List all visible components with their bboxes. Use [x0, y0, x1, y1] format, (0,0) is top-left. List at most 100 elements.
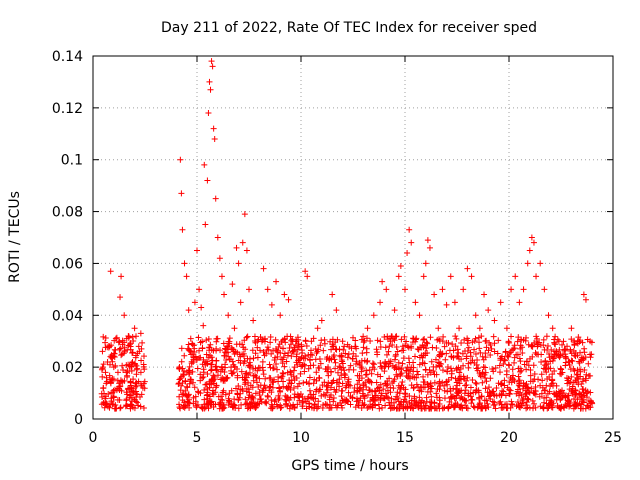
data-point [397, 263, 404, 270]
data-point [491, 340, 498, 347]
data-point [574, 338, 581, 345]
data-point [267, 364, 274, 371]
data-point [445, 339, 452, 346]
data-point [428, 405, 435, 412]
data-point [382, 344, 389, 351]
data-point [564, 380, 571, 387]
data-point [526, 389, 533, 396]
data-point [391, 404, 398, 411]
data-point [272, 336, 279, 343]
data-point [133, 366, 140, 373]
data-point [441, 395, 448, 402]
data-point [102, 369, 109, 376]
data-point [518, 402, 525, 409]
data-point [439, 379, 446, 386]
data-point [290, 384, 297, 391]
data-point [515, 386, 522, 393]
data-point [300, 355, 307, 362]
data-point [570, 395, 577, 402]
data-point [424, 237, 431, 244]
data-point [184, 384, 191, 391]
data-point [267, 333, 274, 340]
data-point [484, 389, 491, 396]
data-point [100, 361, 107, 368]
data-point [363, 384, 370, 391]
data-point [520, 395, 527, 402]
data-point [411, 395, 418, 402]
data-point [211, 135, 218, 142]
data-point [543, 394, 550, 401]
data-point [316, 375, 323, 382]
data-point [582, 296, 589, 303]
x-tick-label: 10 [292, 430, 310, 446]
data-point [258, 336, 265, 343]
data-point [328, 346, 335, 353]
data-point [468, 396, 475, 403]
data-point [234, 372, 241, 379]
data-point [361, 395, 368, 402]
data-point [124, 372, 131, 379]
data-point [467, 393, 474, 400]
data-point [297, 355, 304, 362]
data-point [222, 391, 229, 398]
data-point [118, 273, 125, 280]
data-point [556, 346, 563, 353]
data-point [283, 400, 290, 407]
data-point [489, 388, 496, 395]
data-point [395, 273, 402, 280]
data-point [443, 378, 450, 385]
data-point [206, 384, 213, 391]
data-point [385, 363, 392, 370]
data-point [458, 387, 465, 394]
data-point [489, 398, 496, 405]
data-point [372, 402, 379, 409]
data-point [401, 390, 408, 397]
data-point [218, 273, 225, 280]
data-point [225, 342, 232, 349]
data-point [375, 401, 382, 408]
data-point [448, 374, 455, 381]
data-point [481, 291, 488, 298]
data-point [464, 374, 471, 381]
data-point [290, 367, 297, 374]
data-point [528, 343, 535, 350]
data-point [207, 352, 214, 359]
data-point [406, 359, 413, 366]
data-point [410, 385, 417, 392]
data-point [285, 296, 292, 303]
data-point [444, 368, 451, 375]
data-point [393, 344, 400, 351]
data-point [581, 367, 588, 374]
data-point [249, 403, 256, 410]
data-point [302, 337, 309, 344]
data-point [189, 351, 196, 358]
data-point [526, 247, 533, 254]
data-point [230, 404, 237, 411]
data-point [131, 325, 138, 332]
data-point [435, 359, 442, 366]
data-point [577, 391, 584, 398]
data-point [129, 333, 136, 340]
data-point [290, 348, 297, 355]
data-point [254, 344, 261, 351]
data-point [287, 368, 294, 375]
data-point [197, 390, 204, 397]
data-point [248, 400, 255, 407]
data-point [316, 386, 323, 393]
data-point [229, 346, 236, 353]
data-point [289, 348, 296, 355]
data-point [403, 338, 410, 345]
x-tick-label: 0 [89, 430, 98, 446]
data-point [549, 376, 556, 383]
data-point [278, 356, 285, 363]
data-point [530, 239, 537, 246]
data-point [190, 342, 197, 349]
data-point [221, 349, 228, 356]
data-point [296, 380, 303, 387]
data-point [244, 333, 251, 340]
data-point [185, 341, 192, 348]
data-point [181, 260, 188, 267]
data-point [124, 391, 131, 398]
data-point [412, 299, 419, 306]
data-point [420, 373, 427, 380]
